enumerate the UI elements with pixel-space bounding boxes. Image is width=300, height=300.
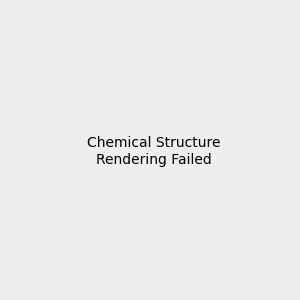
Text: Chemical Structure
Rendering Failed: Chemical Structure Rendering Failed — [87, 136, 220, 166]
